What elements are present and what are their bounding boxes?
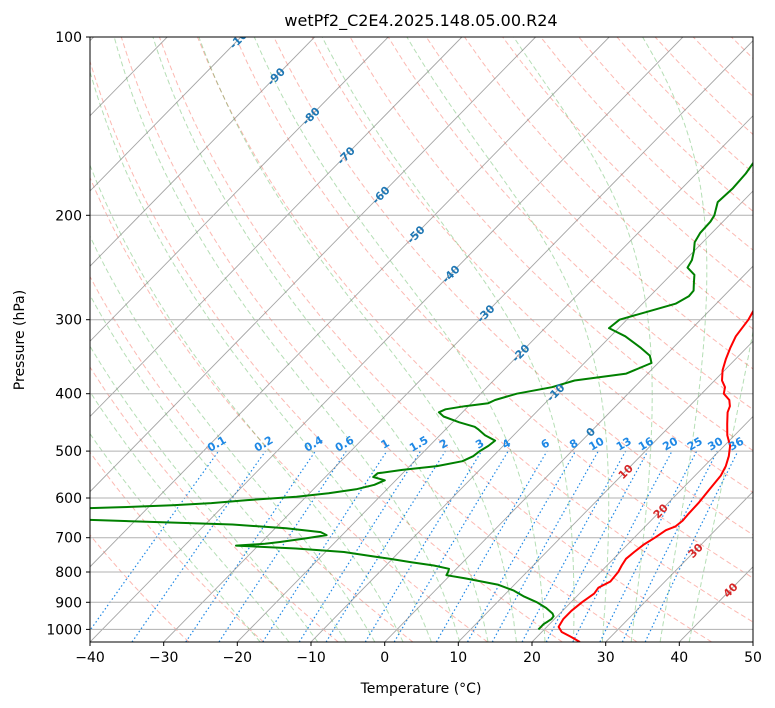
mixing-ratio-line	[521, 450, 627, 642]
moist-adiabat	[688, 329, 753, 642]
plot-background	[90, 37, 753, 642]
dry-adiabat	[197, 37, 753, 623]
moist-adiabat	[253, 37, 546, 642]
dry-adiabat	[120, 37, 638, 642]
mixing-ratio-line	[185, 450, 316, 642]
dry-adiabats	[90, 37, 775, 642]
dry-adiabat	[770, 37, 775, 642]
temperature-profile	[557, 309, 753, 642]
x-tick-label: 40	[670, 650, 688, 666]
mixing-ratio-line	[599, 450, 698, 642]
y-tick-label: 500	[55, 444, 82, 460]
isotherm-line	[531, 415, 753, 642]
chart-title: wetPf2_C2E4.2025.148.05.00.R24	[284, 11, 557, 31]
isotherm-line	[384, 265, 753, 642]
plot-frame	[89, 36, 754, 643]
isotherm-line	[236, 115, 753, 642]
plot-area: -100-90-80-70-60-50-40-30-20-10010203040…	[90, 37, 775, 642]
y-tick-label: 400	[55, 387, 82, 403]
mixing-ratio-line	[466, 450, 577, 642]
moist-adiabats	[90, 37, 753, 642]
x-tick-label: −20	[223, 650, 253, 666]
isotherm-line	[605, 491, 753, 642]
profiles	[90, 161, 753, 642]
dry-adiabat	[502, 37, 753, 290]
mixing-ratio-line	[545, 450, 649, 642]
mixing-ratio-line	[364, 450, 483, 642]
y-tick-label: 100	[55, 30, 82, 46]
dry-adiabat	[90, 275, 414, 642]
isotherm-line	[310, 190, 753, 642]
dry-adiabat	[311, 37, 753, 493]
dry-adiabat	[273, 37, 753, 536]
dry-adiabat	[464, 37, 753, 330]
mixing-ratio-line	[131, 450, 266, 642]
isotherm-line	[90, 37, 242, 192]
isotherm-line	[90, 37, 610, 568]
x-tick-label: 50	[744, 650, 762, 666]
x-axis-ticks: −40 −30 −20 −10 0 10 20 30 40 50	[75, 642, 762, 666]
y-tick-label: 300	[55, 313, 82, 329]
x-tick-label: 30	[597, 650, 615, 666]
y-tick-label: 700	[55, 531, 82, 547]
x-tick-label: −30	[149, 650, 179, 666]
moist-adiabat	[90, 163, 404, 642]
moist-adiabat	[113, 37, 461, 642]
mixing-ratio-line	[298, 450, 422, 642]
isobar-gridlines	[90, 37, 753, 630]
x-axis-label: Temperature (°C)	[360, 681, 482, 697]
isotherms	[90, 37, 753, 642]
isotherm-line	[752, 641, 753, 642]
x-tick-label: −10	[296, 650, 326, 666]
dry-adiabat	[90, 534, 190, 642]
isotherm-line	[90, 37, 684, 642]
moist-adiabat	[90, 345, 319, 642]
y-axis-ticks: 100 200 300 400 500 600 700 800 900 1000	[46, 30, 90, 638]
moist-adiabat	[90, 294, 347, 642]
mixing-ratio-line	[621, 450, 718, 642]
isotherm-line	[457, 340, 753, 642]
isotherm-line	[90, 37, 536, 493]
dry-adiabat	[235, 37, 753, 579]
moist-adiabat	[90, 390, 290, 642]
isotherm-line	[163, 40, 753, 642]
moist-adiabat	[321, 37, 575, 642]
x-tick-label: 20	[523, 650, 541, 666]
isotherm-line	[90, 37, 463, 418]
x-tick-label: 0	[380, 650, 389, 666]
dry-adiabat	[387, 37, 753, 411]
moist-adiabat	[90, 235, 376, 642]
moist-adiabat	[513, 37, 653, 642]
y-tick-label: 1000	[46, 622, 82, 638]
y-tick-label: 600	[55, 491, 82, 507]
y-tick-label: 800	[55, 565, 82, 581]
x-tick-label: 10	[449, 650, 467, 666]
dewpoint-profile	[90, 161, 753, 631]
isotherm-line	[90, 37, 315, 267]
y-tick-label: 900	[55, 595, 82, 611]
y-axis-label: Pressure (hPa)	[12, 290, 28, 390]
dry-adiabat	[158, 37, 712, 642]
moist-adiabat	[90, 70, 432, 642]
moist-adiabat	[642, 37, 708, 642]
moist-adiabat	[152, 37, 489, 642]
moist-adiabat	[90, 432, 261, 642]
moist-adiabat	[198, 37, 517, 642]
y-tick-label: 200	[55, 208, 82, 224]
isotherm-line	[90, 37, 389, 342]
moist-adiabat	[406, 37, 610, 642]
mixing-ratio-line	[90, 450, 220, 632]
x-tick-label: −40	[75, 650, 105, 666]
dry-adiabat	[90, 366, 339, 642]
mixing-ratio-line	[262, 450, 388, 642]
